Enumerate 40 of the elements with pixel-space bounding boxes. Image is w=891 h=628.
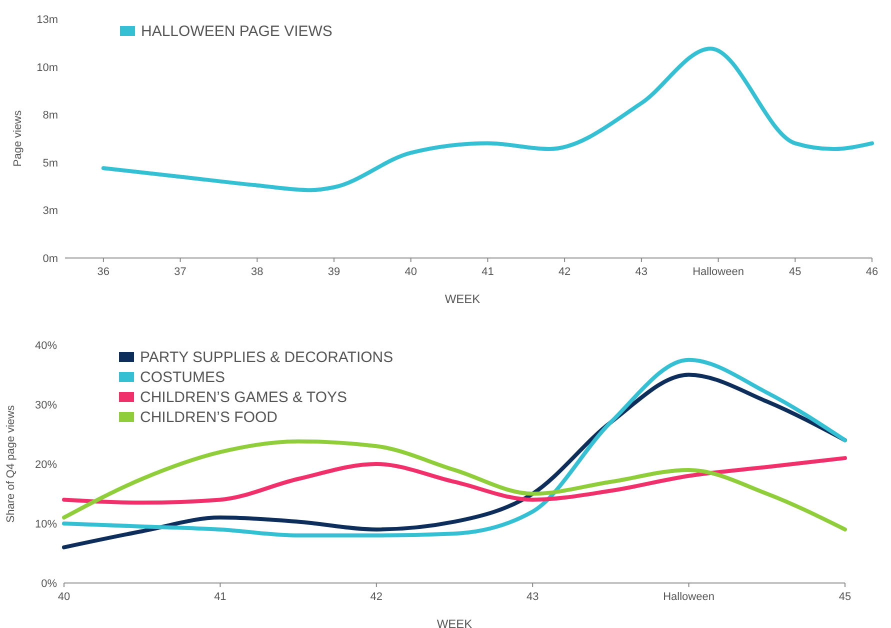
line-series <box>62 456 847 505</box>
y-tick-label: 40% <box>34 340 58 352</box>
y-tick-label: 30% <box>34 400 58 412</box>
y-tick-label: 20% <box>34 459 58 471</box>
y-tick-label: 10% <box>34 518 58 530</box>
y-tick-label: 3m <box>42 205 58 218</box>
x-tick-label: 41 <box>214 591 226 603</box>
y-tick-label: 5m <box>42 157 58 170</box>
legend-label: COSTUMES <box>140 369 226 386</box>
y-tick-label: 0% <box>41 578 58 590</box>
x-tick-label: 46 <box>866 266 878 278</box>
x-tick-label: 45 <box>838 591 852 603</box>
x-tick-label: 39 <box>328 266 340 278</box>
x-tick-label: 38 <box>251 266 264 278</box>
x-tick-label: 43 <box>526 591 539 603</box>
x-axis-title: WEEK <box>444 292 480 306</box>
y-axis-title: Page views <box>12 110 24 167</box>
line-series <box>101 46 874 192</box>
x-tick-label: Halloween <box>663 591 714 603</box>
legend-label: HALLOWEEN PAGE VIEWS <box>141 23 332 40</box>
legend-label: PARTY SUPPLIES & DECORATIONS <box>140 349 394 366</box>
x-tick-label: 42 <box>558 266 571 278</box>
x-tick-label: 40 <box>58 591 70 603</box>
legend-label: CHILDREN’S FOOD <box>140 409 278 426</box>
line-series <box>62 439 847 532</box>
x-tick-label: 41 <box>482 266 494 278</box>
x-tick-label: 43 <box>635 266 648 278</box>
x-tick-label: 45 <box>789 266 802 278</box>
x-tick-label: 36 <box>97 266 110 278</box>
legend-label: CHILDREN’S GAMES & TOYS <box>140 389 347 406</box>
x-tick-label: 40 <box>404 266 417 278</box>
y-tick-label: 8m <box>42 110 58 122</box>
y-axis-title: Share of Q4 page views <box>5 404 17 523</box>
y-tick-label: 10m <box>36 62 58 74</box>
x-tick-label: Halloween <box>692 266 744 278</box>
x-axis-title: WEEK <box>436 617 472 628</box>
x-tick-label: 42 <box>370 591 383 603</box>
x-tick-label: 37 <box>174 266 186 278</box>
y-tick-label: 13m <box>36 14 58 26</box>
y-tick-label: 0m <box>42 253 58 265</box>
